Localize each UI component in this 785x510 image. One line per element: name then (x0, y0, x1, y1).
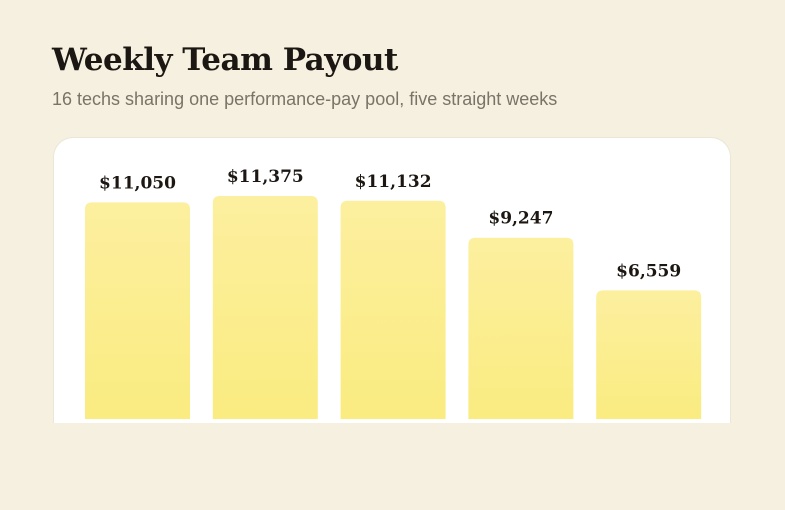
bar-value-label: $9,247 (488, 209, 553, 229)
bar-value-label: $11,375 (227, 167, 304, 187)
chart-subtitle: 16 techs sharing one performance-pay poo… (52, 89, 558, 109)
bar (212, 196, 318, 419)
bar-value-label: $11,050 (99, 173, 176, 193)
bar-series: $11,050 $11,375 $11,132 $9,247 $6,559 (85, 167, 702, 419)
bar (468, 237, 574, 419)
chart-card: $11,050 $11,375 $11,132 $9,247 $6,559 (53, 137, 731, 423)
bar (85, 202, 190, 419)
bar (340, 200, 446, 419)
bar (596, 290, 702, 419)
chart-title: Weekly Team Payout (52, 42, 398, 78)
bar-chart: $11,050 $11,375 $11,132 $9,247 $6,559 (85, 167, 702, 419)
bar-value-label: $11,132 (355, 172, 432, 192)
bar-value-label: $6,559 (616, 261, 681, 281)
